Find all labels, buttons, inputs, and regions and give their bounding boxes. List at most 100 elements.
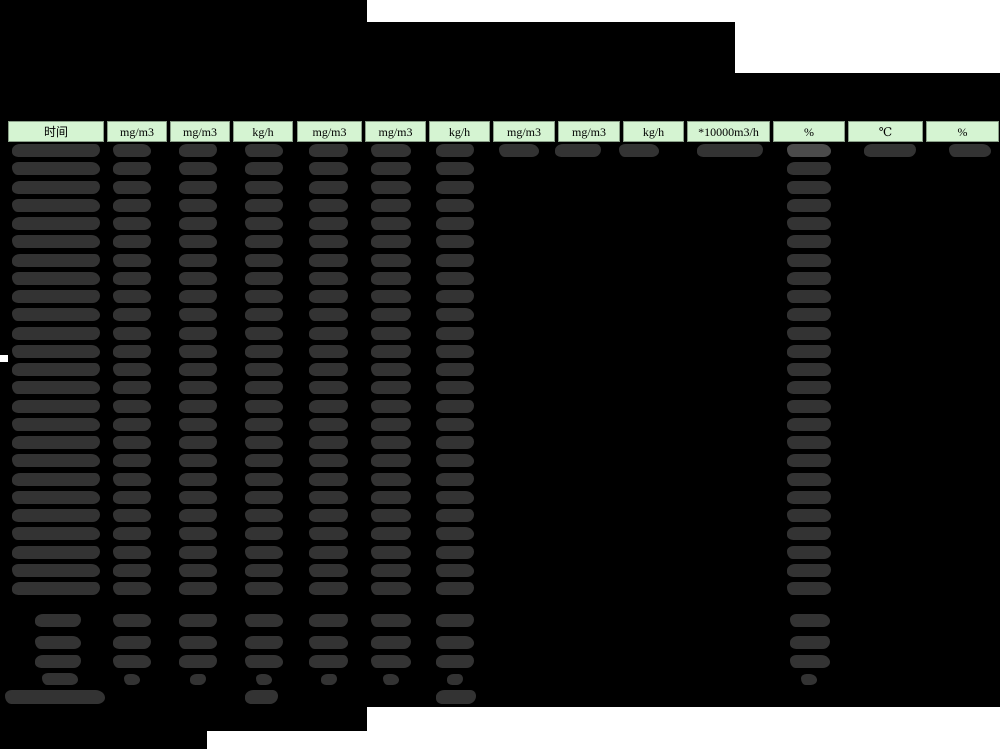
redacted-cell [113,509,151,522]
redacted-cell [371,400,411,413]
redacted-cell [371,199,411,212]
header-cell-8: mg/m3 [558,121,620,142]
redacted-cell [113,162,151,175]
redacted-cell [371,655,411,668]
redacted-cell [12,527,100,540]
redacted-cell [309,614,348,627]
redacted-cell [787,199,831,212]
redacted-cell [113,327,151,340]
redacted-cell [436,690,476,704]
redacted-cell [12,400,100,413]
redacted-cell [309,564,348,577]
redacted-cell [309,217,348,230]
redacted-cell [371,144,411,157]
redacted-cell [245,527,283,540]
white-mask-bottom-right [367,707,1000,749]
header-cell-12: ℃ [848,121,923,142]
redacted-cell [371,217,411,230]
redacted-cell [245,381,283,394]
redacted-cell [309,636,348,649]
header-cell-9: kg/h [623,121,684,142]
redacted-cell [12,564,100,577]
redacted-cell [787,582,831,595]
redacted-cell [309,400,348,413]
redacted-cell [113,491,151,504]
redacted-cell [309,345,348,358]
white-mask-bottom-middle [207,731,367,749]
redacted-cell [35,655,81,668]
redacted-cell [371,235,411,248]
redacted-cell [371,327,411,340]
redacted-cell [555,144,601,157]
redacted-cell [245,181,283,194]
redacted-cell [113,473,151,486]
redacted-cell [436,381,474,394]
header-cell-10: *10000m3/h [687,121,770,142]
redacted-cell [436,655,474,668]
redacted-cell [436,345,474,358]
redacted-cell [309,582,348,595]
redacted-cell [309,327,348,340]
redacted-cell [179,509,217,522]
redacted-cell [787,327,831,340]
redacted-cell [371,436,411,449]
redacted-cell [787,436,831,449]
redacted-cell [179,381,217,394]
redacted-cell [179,454,217,467]
redacted-cell [787,527,831,540]
redacted-cell [12,436,100,449]
redacted-cell [179,290,217,303]
redacted-cell [113,436,151,449]
redacted-cell [12,272,100,285]
redacted-cell [245,290,283,303]
header-cell-0: 时间 [8,121,104,142]
header-cell-5: mg/m3 [365,121,426,142]
redacted-cell [245,144,283,157]
redacted-cell [113,144,151,157]
redacted-cell [245,199,283,212]
redacted-cell [245,327,283,340]
redacted-cell [787,491,831,504]
redacted-cell [245,582,283,595]
redacted-cell [113,454,151,467]
redacted-cell [787,473,831,486]
redacted-cell [436,290,474,303]
redacted-cell [113,636,151,649]
redacted-cell [787,418,831,431]
redacted-cell [436,272,474,285]
redacted-cell [179,308,217,321]
redacted-cell [436,199,474,212]
redacted-cell [245,436,283,449]
redacted-cell [113,381,151,394]
redacted-cell [436,527,474,540]
redacted-cell [12,381,100,394]
redacted-cell [179,655,217,668]
redacted-cell [35,636,81,649]
redacted-cell [787,254,831,267]
redacted-cell [179,636,217,649]
redacted-cell [12,254,100,267]
redacted-cell [309,418,348,431]
redacted-cell [179,162,217,175]
redacted-cell [245,345,283,358]
redacted-cell [436,235,474,248]
redacted-cell [245,614,283,627]
redacted-cell [113,235,151,248]
redacted-cell [697,144,763,157]
redacted-cell [309,491,348,504]
redacted-cell [113,614,151,627]
redacted-cell [113,418,151,431]
redacted-cell [436,363,474,376]
redacted-cell [245,509,283,522]
redacted-cell [179,582,217,595]
redacted-cell [113,527,151,540]
redacted-cell [179,418,217,431]
redacted-cell [179,614,217,627]
redacted-cell [787,144,831,157]
redacted-cell [436,217,474,230]
redacted-cell [179,345,217,358]
redacted-cell [321,674,337,685]
redacted-cell [113,655,151,668]
redacted-cell [787,509,831,522]
redacted-cell [35,614,81,627]
